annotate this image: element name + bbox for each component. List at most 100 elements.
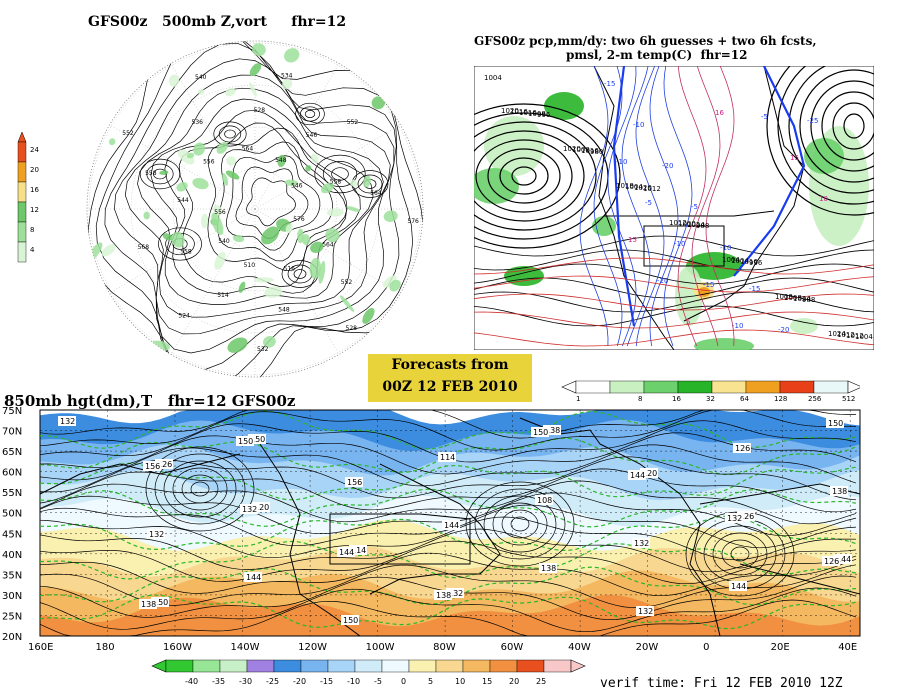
precip-bin <box>643 380 679 394</box>
map-850mb: 1321261201141321381201261441501501561441… <box>2 406 861 652</box>
vorticity-patch <box>305 165 312 172</box>
precip-area <box>790 318 818 334</box>
temperature-label: 5 <box>686 318 690 326</box>
label-bg <box>442 520 460 530</box>
pressure-label: 1024 <box>687 221 705 229</box>
height-contour <box>207 127 348 271</box>
closed-low <box>331 167 349 181</box>
vorticity-patch <box>101 244 116 257</box>
isobar <box>474 103 621 249</box>
vorticity-patch <box>318 260 326 284</box>
latitude-label: 60N <box>2 468 22 479</box>
precip-bin <box>677 380 713 394</box>
height-label: 126 <box>735 444 750 453</box>
isotherm <box>474 275 874 293</box>
temperature-label: -5 <box>645 199 652 207</box>
label-bg <box>58 416 76 426</box>
isotherm-850 <box>39 594 857 630</box>
forecast-line1: Forecasts from <box>391 357 509 373</box>
contour-label: 556 <box>214 209 226 216</box>
precip-tick: 128 <box>774 395 787 403</box>
vort-bin <box>17 221 27 243</box>
height-contour <box>88 41 423 377</box>
isotherm-850 <box>39 540 857 580</box>
precip-area <box>484 116 544 176</box>
vort-bin <box>17 181 27 203</box>
height-contour-850 <box>465 481 575 567</box>
contour-label: 564 <box>242 146 254 153</box>
vorticity-patch <box>285 224 293 234</box>
vorticity-patch <box>159 170 169 175</box>
precip-tick: 512 <box>842 395 855 403</box>
height-label: 144 <box>246 573 261 582</box>
latitude-label: 35N <box>2 570 22 581</box>
vorticity-patch <box>225 88 236 97</box>
vorticity-patch <box>349 179 358 187</box>
pressure-label: 1004 <box>731 257 749 265</box>
vorticity-patch <box>227 337 248 353</box>
contour-label: 524 <box>178 313 190 320</box>
temp-tick: -40 <box>185 677 198 686</box>
latitude-label: 25N <box>2 612 22 623</box>
isobar <box>474 305 874 327</box>
isobar <box>810 80 874 172</box>
vorticity-patch <box>226 156 236 166</box>
temp-tick: 10 <box>455 677 465 686</box>
temperature-label: 10 <box>819 195 828 203</box>
height-contour <box>150 98 374 305</box>
coastline <box>739 563 861 595</box>
label-bg <box>535 495 553 505</box>
vort-tick: 8 <box>30 226 34 234</box>
label-bg <box>822 556 840 566</box>
label-bg <box>240 504 258 514</box>
vort-tick: 20 <box>30 166 39 174</box>
temperature-label: -10 <box>732 322 743 330</box>
isotherm-850 <box>39 566 857 606</box>
latitude-label: 65N <box>2 447 22 458</box>
height-label: 138 <box>141 600 156 609</box>
precip-bin <box>745 380 781 394</box>
isobar <box>799 69 874 183</box>
contour-label: 552 <box>122 130 134 137</box>
vorticity-patch <box>309 258 322 279</box>
longitude-label: 160E <box>28 642 53 652</box>
closed-low <box>139 158 181 190</box>
label-bg <box>826 418 844 428</box>
vorticity-patch <box>262 336 276 348</box>
closed-low <box>218 125 242 143</box>
vorticity-patch <box>168 74 180 87</box>
height-contour-850 <box>510 516 530 532</box>
label-bg <box>830 486 848 496</box>
longitude-label: 40E <box>838 642 857 652</box>
height-label: 120 <box>254 503 269 512</box>
height-label: 138 <box>436 591 451 600</box>
temp-tick: 25 <box>536 677 546 686</box>
contour-label: 576 <box>293 216 305 223</box>
label-bg <box>632 538 650 548</box>
pressure-label: 1004 <box>484 74 502 82</box>
precip-area <box>694 338 754 350</box>
longitude-label: 20W <box>636 642 659 652</box>
precip-bin <box>575 380 611 394</box>
height-label: 144 <box>731 582 746 591</box>
vort-tick: 4 <box>30 246 35 254</box>
pressure-label: 1004 <box>855 333 873 341</box>
pressure-label: 1016 <box>510 108 528 116</box>
temp-bin <box>165 659 194 673</box>
contour-label: 534 <box>281 73 293 80</box>
isobar <box>475 139 573 213</box>
pressure-label: 1012 <box>837 331 855 339</box>
temp-bin <box>489 659 518 673</box>
height-label: 144 <box>339 548 354 557</box>
height-contour-850 <box>39 552 857 597</box>
vorticity-patch <box>284 179 298 186</box>
pressure-label: 1012 <box>846 332 864 340</box>
pressure-label: 988 <box>802 296 815 304</box>
vorticity-patch <box>339 295 355 312</box>
longitude-label: 140W <box>231 642 260 652</box>
temp-tick: 0 <box>401 677 406 686</box>
height-contour-850 <box>730 546 750 562</box>
latitude-label: 20N <box>2 632 22 643</box>
precip-bin <box>609 380 645 394</box>
temp-tick: -35 <box>212 677 225 686</box>
